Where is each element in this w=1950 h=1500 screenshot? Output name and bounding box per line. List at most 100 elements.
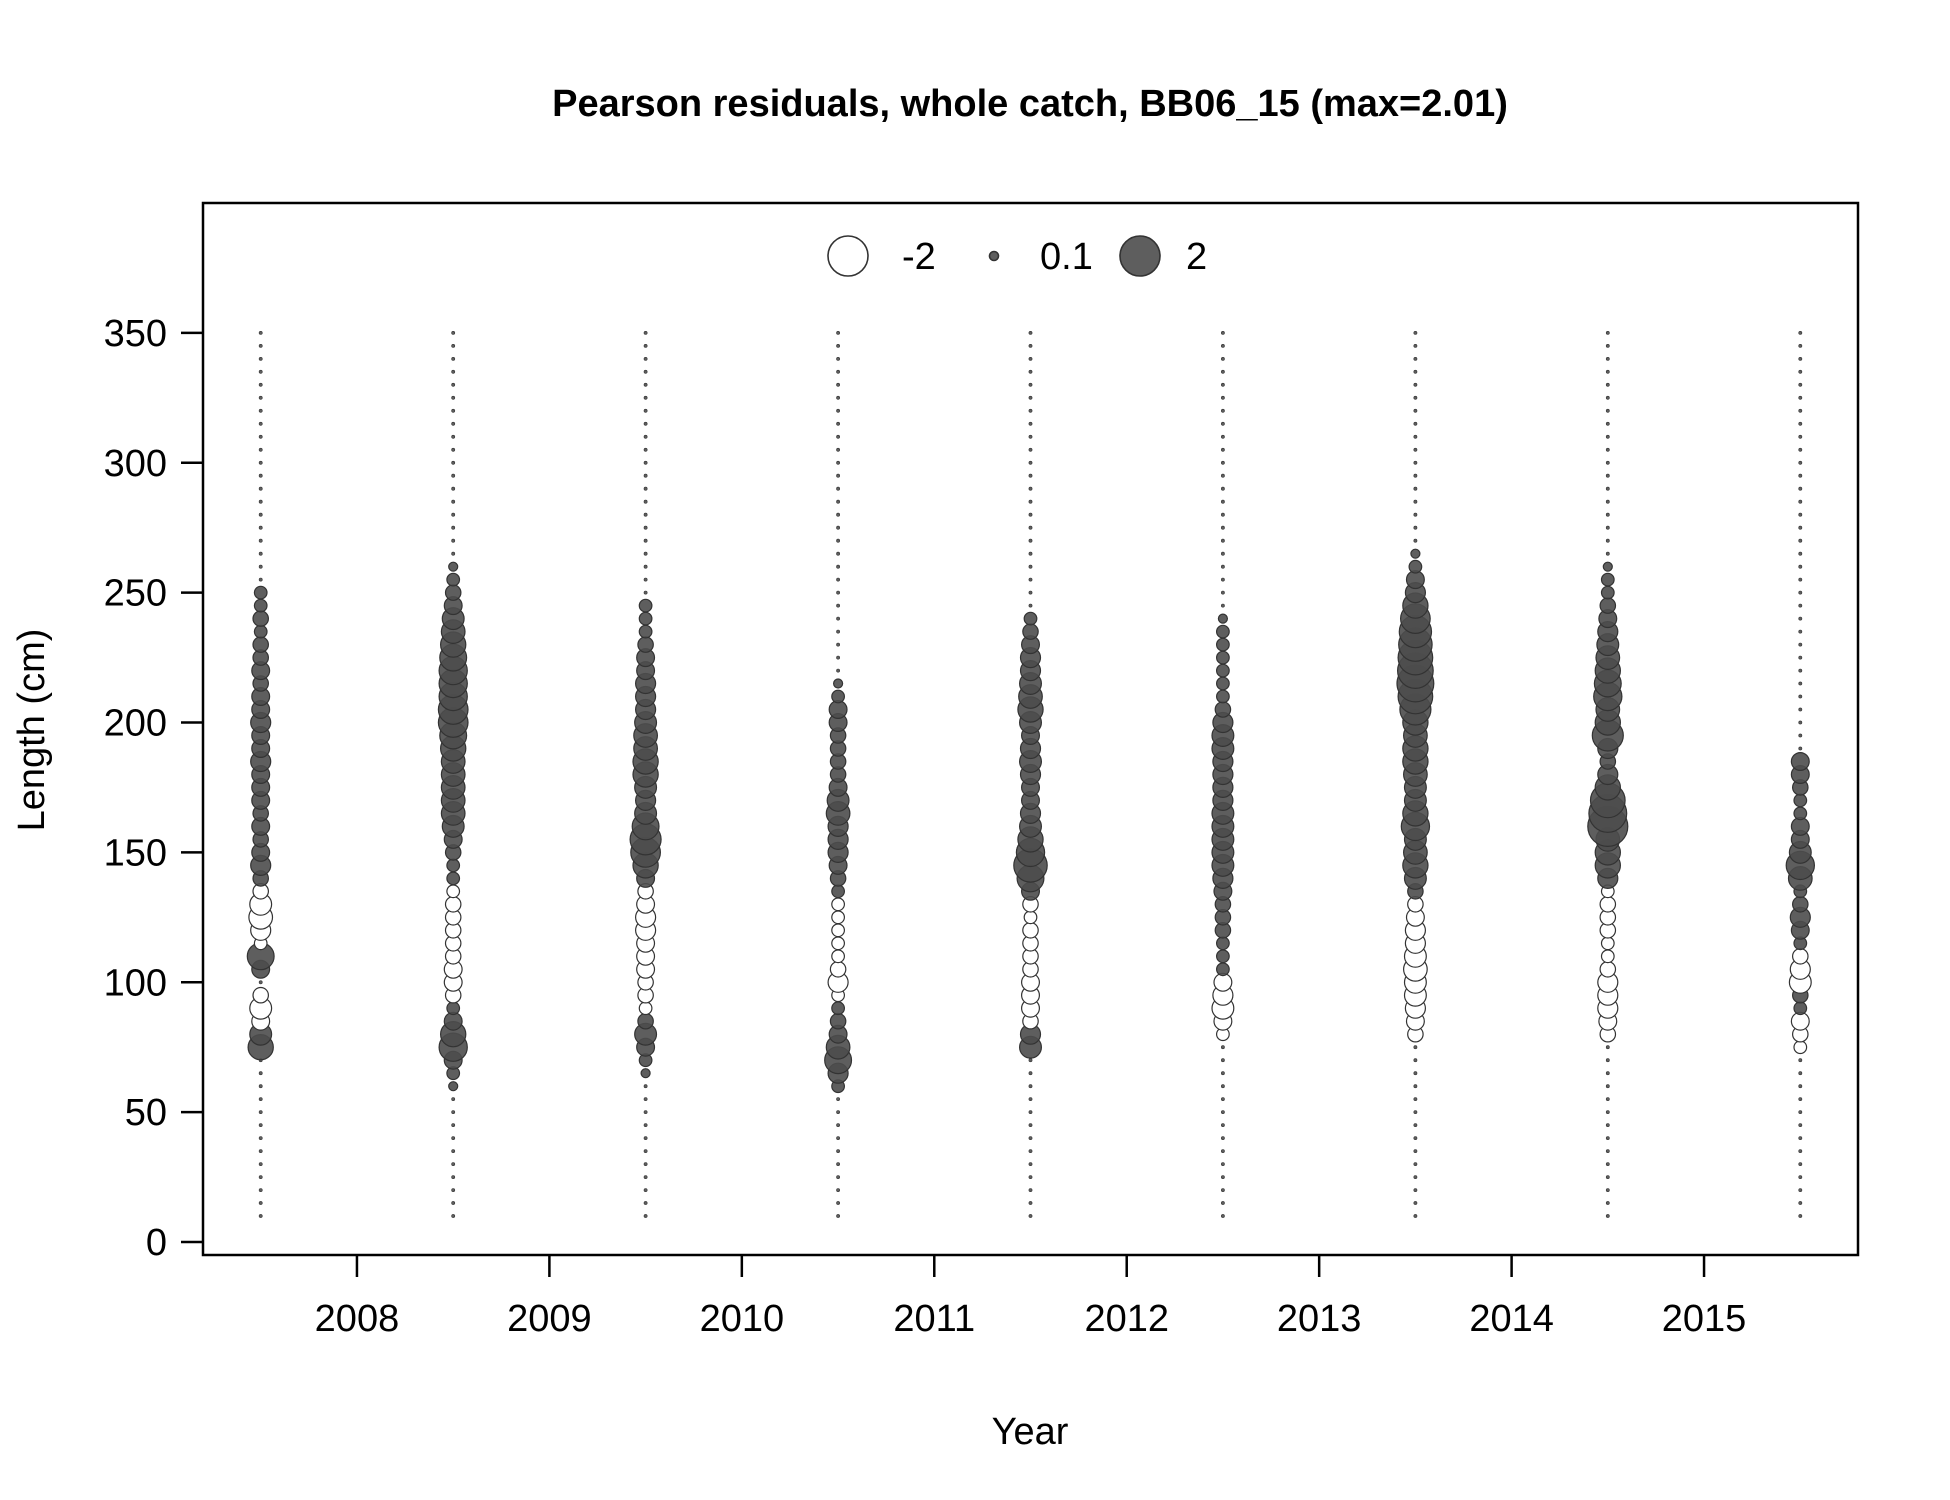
residual-bubble (1413, 1058, 1418, 1063)
residual-bubble (1798, 1110, 1803, 1115)
residual-bubble (836, 551, 841, 556)
residual-bubble (253, 598, 268, 613)
residual-bubble (258, 1149, 263, 1154)
residual-bubble (1798, 343, 1803, 348)
residual-bubble (643, 538, 648, 543)
residual-bubble (1221, 1214, 1225, 1218)
residual-bubble (1028, 1162, 1033, 1167)
residual-bubble (1798, 382, 1803, 387)
residual-bubble (258, 525, 263, 530)
residual-bubble (831, 897, 845, 912)
residual-bubble (643, 1201, 648, 1205)
residual-bubble (836, 642, 841, 647)
residual-bubble (1605, 408, 1610, 413)
residual-bubble (836, 408, 841, 413)
residual-bubble (451, 1110, 456, 1115)
residual-bubble (1221, 1149, 1225, 1154)
residual-bubble (444, 584, 462, 601)
residual-bubble (1221, 408, 1225, 413)
residual-bubble (1028, 330, 1033, 335)
residual-bubble (1605, 330, 1610, 335)
residual-bubble (1413, 395, 1418, 400)
residual-bubble (258, 577, 263, 582)
residual-bubble (258, 369, 263, 374)
residual-bubble (1028, 1175, 1033, 1180)
residual-bubble (1793, 793, 1808, 808)
residual-bubble (1028, 1084, 1033, 1089)
residual-bubble (1028, 343, 1033, 348)
residual-bubble (1028, 369, 1033, 374)
residual-bubble (1413, 447, 1418, 452)
residual-bubble (258, 1175, 263, 1180)
residual-bubble (448, 1081, 459, 1092)
residual-bubble (1221, 434, 1225, 439)
residual-bubble (1792, 947, 1809, 965)
x-tick-label: 2014 (1469, 1298, 1554, 1340)
residual-bubble (1413, 1162, 1418, 1167)
residual-bubble (1413, 525, 1418, 530)
residual-bubble (1600, 585, 1615, 600)
residual-bubble (1221, 356, 1225, 361)
residual-bubble (1600, 949, 1615, 964)
residual-bubble (1023, 611, 1038, 626)
residual-bubble (451, 1162, 456, 1167)
residual-bubble (1221, 1188, 1225, 1193)
residual-bubble (258, 356, 263, 361)
residual-bubble (1605, 1188, 1610, 1193)
residual-bubble (252, 986, 270, 1004)
residual-bubble (1028, 460, 1033, 465)
residual-bubble (258, 330, 263, 335)
residual-bubble (1413, 1149, 1418, 1154)
residual-bubble (1028, 356, 1033, 361)
residual-bubble (643, 1084, 648, 1089)
residual-bubbles (246, 330, 1816, 1218)
residual-bubble (836, 1214, 841, 1218)
residual-bubble (1605, 525, 1610, 530)
residual-bubble (1605, 1071, 1610, 1076)
residual-bubble (1605, 551, 1610, 556)
legend-bubble (988, 250, 1000, 262)
residual-bubble (1793, 1040, 1808, 1055)
residual-bubble (258, 1110, 263, 1115)
residual-bubble (1798, 421, 1803, 426)
residual-bubble (836, 577, 841, 582)
residual-bubble (1221, 1058, 1225, 1063)
residual-bubble (1221, 1045, 1225, 1050)
residual-bubble (1221, 1123, 1225, 1128)
residual-bubble (1798, 1058, 1803, 1063)
residual-bubble (1028, 1071, 1033, 1076)
residual-bubble (1599, 960, 1617, 978)
residual-bubble (1798, 1162, 1803, 1167)
residual-bubble (1221, 447, 1225, 452)
residual-bubble (1217, 613, 1229, 624)
residual-bubble (1221, 551, 1225, 556)
residual-bubble (637, 636, 654, 653)
x-axis: 2008 2009 2010 2011 2012 2013 2014 2015 (315, 1255, 1746, 1340)
residual-bubble (1605, 512, 1610, 517)
residual-bubble (836, 460, 841, 465)
residual-bubble (1221, 499, 1225, 504)
residual-bubble (1028, 408, 1033, 413)
residual-bubble (640, 1068, 651, 1079)
chart-title: Pearson residuals, whole catch, BB06_15 … (552, 83, 1508, 125)
residual-bubble (1221, 486, 1225, 491)
residual-bubble (643, 395, 648, 400)
residual-bubble (451, 408, 456, 413)
residual-bubble (1413, 330, 1418, 335)
residual-bubble (1028, 603, 1033, 608)
residual-bubble (1215, 676, 1230, 691)
residual-bubble (1798, 564, 1803, 569)
residual-bubble (1221, 1071, 1225, 1076)
residual-bubble (836, 447, 841, 452)
residual-bubble (258, 343, 263, 348)
year-column-4 (1013, 330, 1048, 1218)
x-axis-label: Year (992, 1411, 1069, 1453)
residual-bubble (1413, 421, 1418, 426)
residual-bubble (643, 512, 648, 517)
residual-bubble (643, 473, 648, 478)
residual-bubble (1413, 473, 1418, 478)
residual-bubble (1221, 590, 1225, 595)
x-tick-label: 2010 (700, 1298, 785, 1340)
residual-bubble (451, 460, 456, 465)
residual-bubble (1028, 1110, 1033, 1115)
